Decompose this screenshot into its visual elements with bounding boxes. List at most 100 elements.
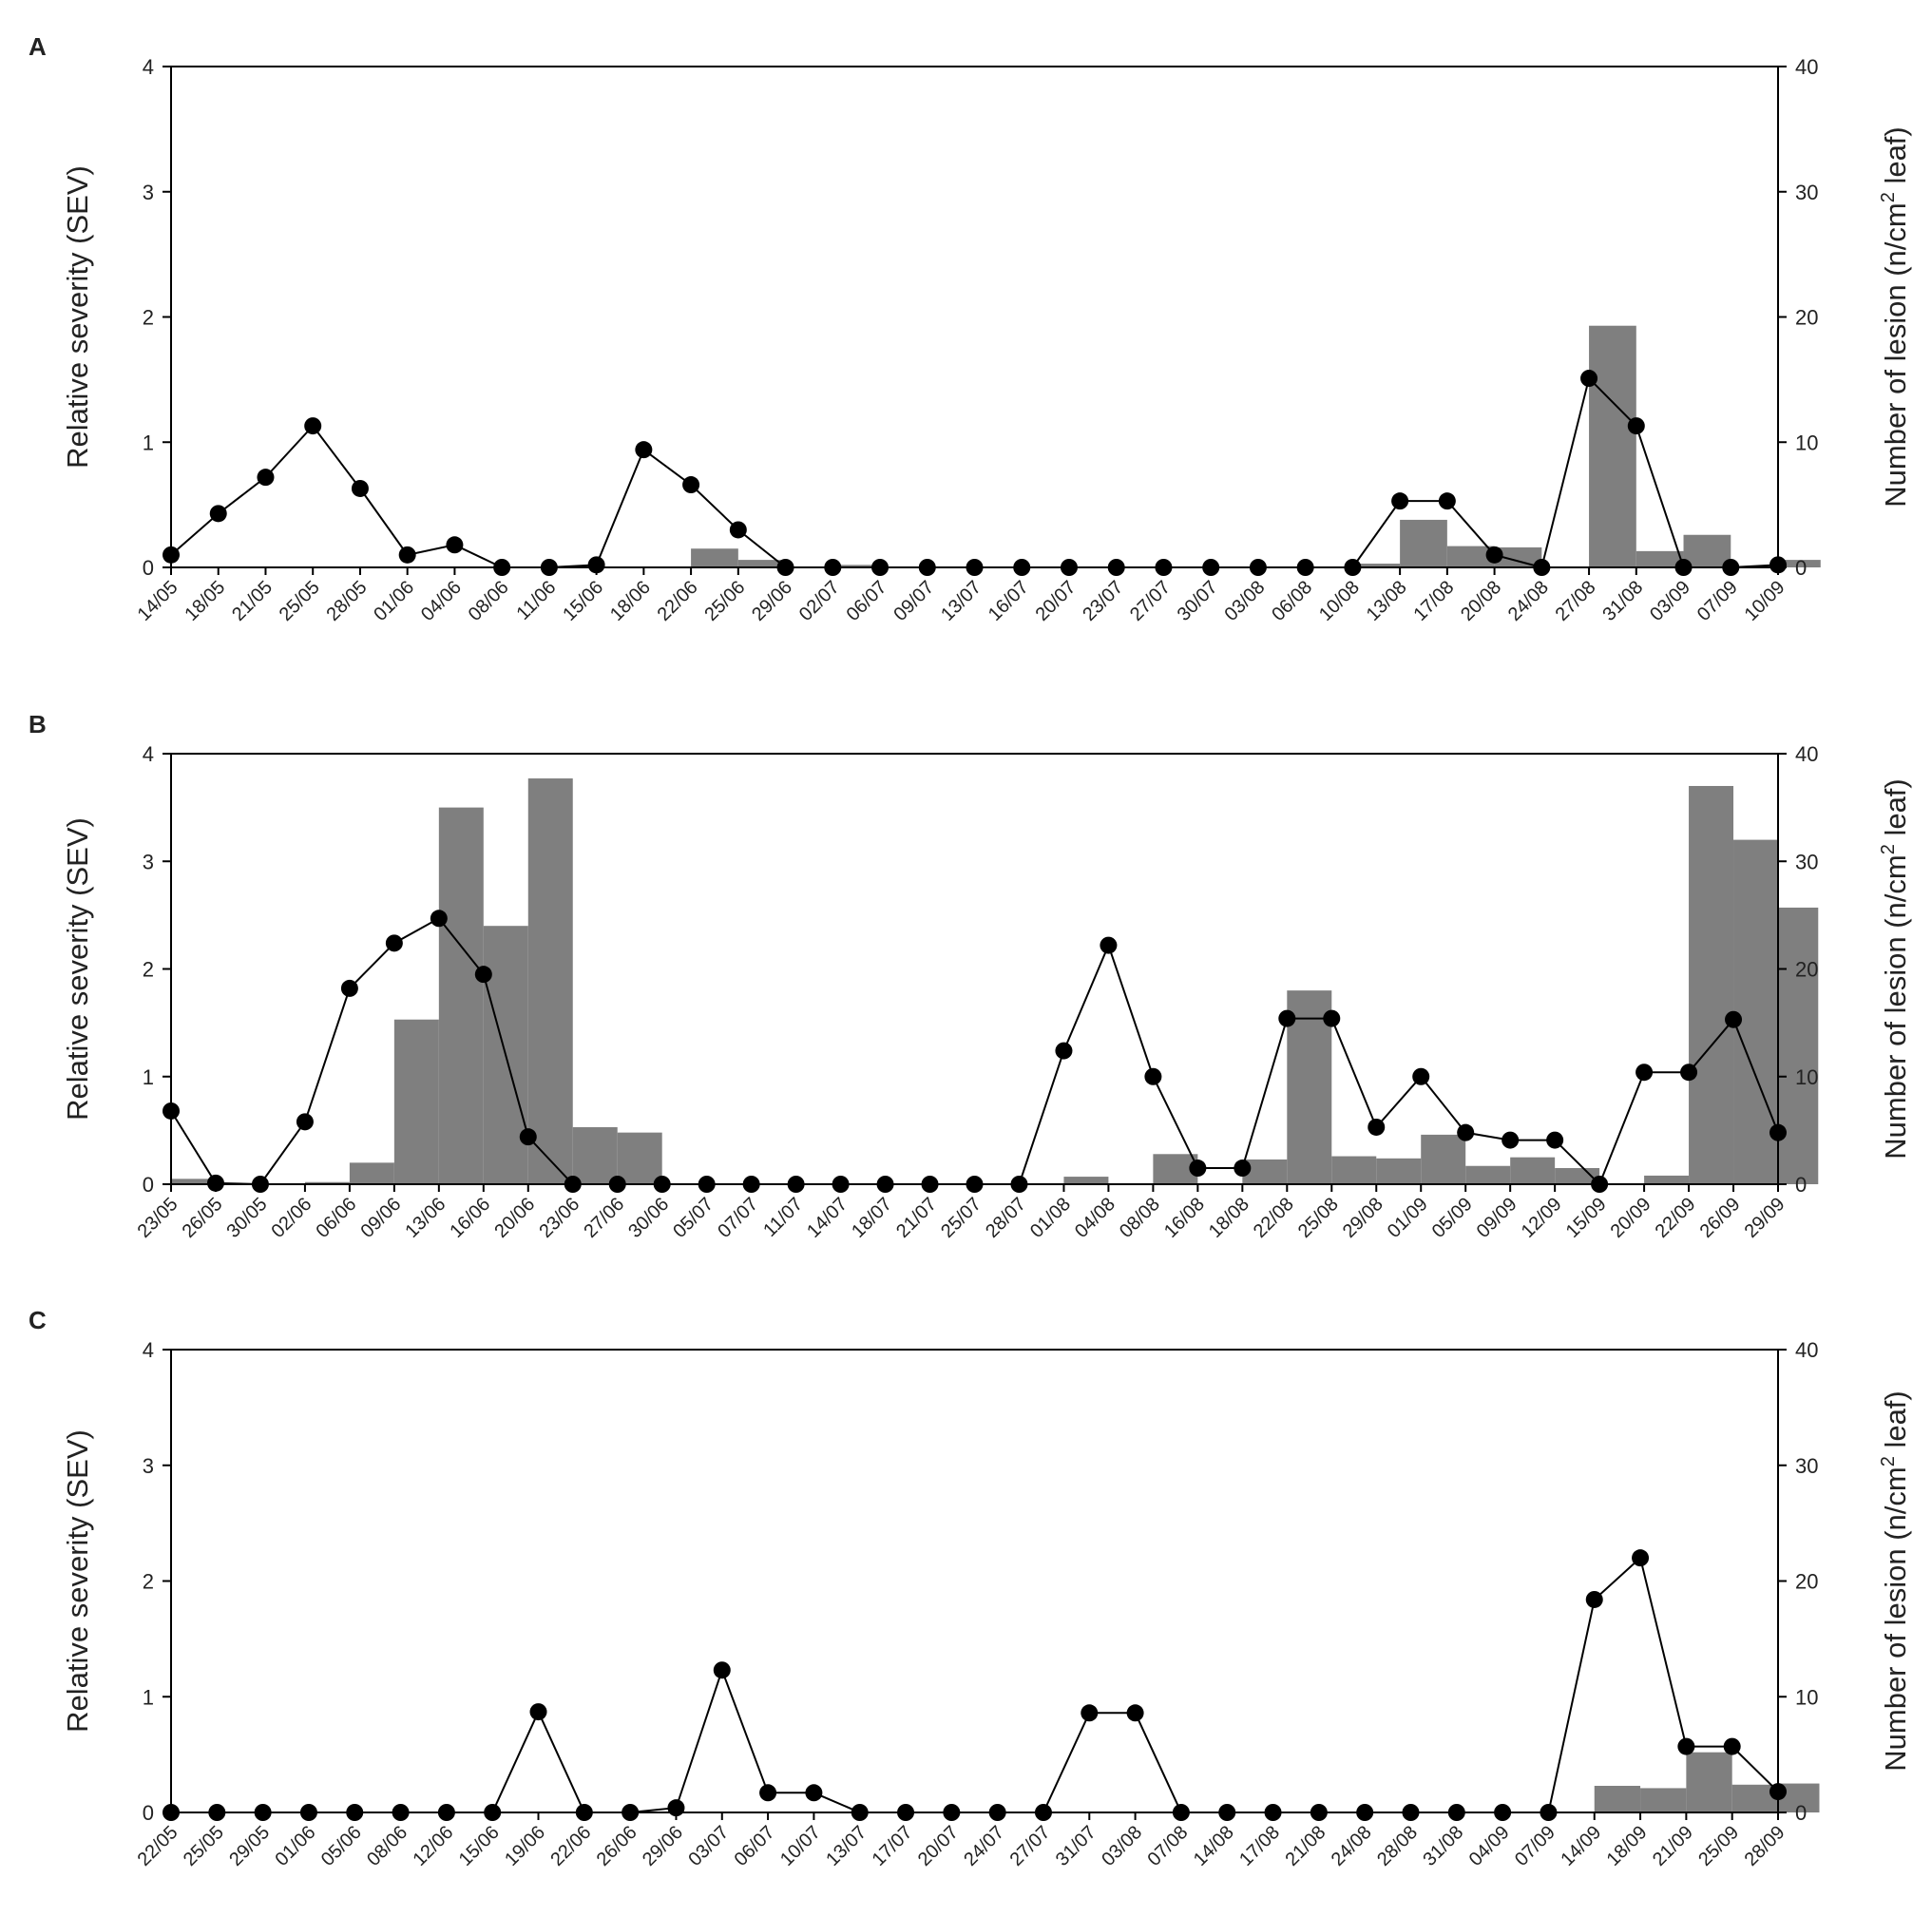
lesion-bar	[832, 565, 881, 567]
severity-point	[805, 1784, 823, 1802]
x-tick-label: 06/08	[1268, 577, 1316, 625]
severity-point	[682, 476, 700, 494]
severity-point	[1189, 1160, 1207, 1178]
x-tick-label: 29/09	[1741, 1194, 1789, 1242]
severity-point	[296, 1113, 314, 1131]
x-tick-label: 28/09	[1741, 1822, 1789, 1870]
severity-point	[1391, 492, 1409, 510]
panel-a: A0123401020304014/0518/0521/0525/0528/05…	[29, 32, 1912, 625]
x-tick-label: 14/08	[1190, 1822, 1238, 1870]
x-tick-label: 28/05	[323, 577, 372, 625]
x-tick-label: 01/06	[272, 1822, 320, 1870]
x-tick-label: 20/07	[1032, 577, 1081, 625]
x-tick-label: 15/06	[455, 1822, 504, 1870]
x-tick-label: 04/08	[1071, 1194, 1119, 1242]
left-tick-label: 1	[143, 1685, 154, 1709]
right-tick-label: 40	[1795, 55, 1818, 79]
severity-point	[206, 1174, 224, 1192]
x-tick-label: 12/09	[1518, 1194, 1566, 1242]
panel-letter: B	[29, 710, 47, 738]
lesion-bar	[1494, 546, 1542, 567]
x-tick-label: 14/05	[134, 577, 182, 625]
x-tick-label: 30/07	[1174, 577, 1222, 625]
right-tick-label: 0	[1795, 1173, 1807, 1197]
x-tick-label: 24/07	[960, 1822, 1008, 1870]
left-tick-label: 4	[143, 1338, 154, 1362]
x-tick-label: 12/06	[409, 1822, 457, 1870]
right-tick-label: 30	[1795, 850, 1818, 873]
x-tick-label: 03/09	[1646, 577, 1694, 625]
x-tick-label: 05/07	[669, 1194, 717, 1242]
x-tick-label: 31/07	[1052, 1822, 1100, 1870]
x-tick-label: 18/08	[1205, 1194, 1253, 1242]
lesion-bar	[393, 1019, 439, 1184]
x-tick-label: 30/06	[624, 1194, 673, 1242]
lesion-bar	[572, 1126, 618, 1184]
severity-point	[1725, 1010, 1743, 1028]
left-tick-label: 4	[143, 55, 154, 79]
x-tick-label: 26/06	[593, 1822, 641, 1870]
x-tick-label: 23/07	[1079, 577, 1127, 625]
severity-point	[1055, 1042, 1073, 1060]
left-tick-label: 1	[143, 1065, 154, 1089]
x-tick-label: 04/06	[417, 577, 466, 625]
x-tick-label: 22/08	[1250, 1194, 1298, 1242]
left-axis-title: Relative severity (SEV)	[61, 817, 94, 1121]
x-tick-label: 18/07	[848, 1194, 896, 1242]
left-tick-label: 0	[143, 1173, 154, 1197]
x-tick-label: 05/06	[317, 1822, 366, 1870]
x-tick-label: 18/06	[606, 577, 655, 625]
x-tick-label: 21/05	[228, 577, 277, 625]
x-tick-label: 13/08	[1363, 577, 1411, 625]
x-tick-label: 03/07	[684, 1822, 733, 1870]
right-tick-label: 20	[1795, 1570, 1818, 1594]
lesion-bar	[1733, 839, 1778, 1184]
right-tick-label: 40	[1795, 1338, 1818, 1362]
left-tick-label: 3	[143, 1454, 154, 1478]
x-tick-label: 20/09	[1607, 1194, 1655, 1242]
x-tick-label: 28/08	[1373, 1822, 1422, 1870]
lesion-bar	[171, 1179, 216, 1184]
x-tick-label: 17/08	[1409, 577, 1458, 625]
lesion-bar	[1465, 1165, 1511, 1184]
x-tick-label: 16/08	[1160, 1194, 1209, 1242]
lesion-bar	[304, 1181, 350, 1184]
x-tick-label: 08/06	[363, 1822, 411, 1870]
x-tick-label: 19/06	[501, 1822, 549, 1870]
lesion-bar	[1376, 1158, 1422, 1184]
x-tick-label: 23/05	[134, 1194, 182, 1242]
right-axis-title: Number of lesion (n/cm2 leaf)	[1878, 1390, 1912, 1772]
x-tick-label: 07/08	[1143, 1822, 1192, 1870]
panel-c: C0123401020304022/0525/0529/0501/0605/06…	[29, 1306, 1912, 1870]
x-tick-label: 07/09	[1511, 1822, 1559, 1870]
severity-point	[1580, 370, 1598, 388]
right-tick-label: 10	[1795, 1065, 1818, 1089]
x-tick-label: 09/07	[889, 577, 938, 625]
severity-point	[1081, 1704, 1099, 1722]
left-tick-label: 2	[143, 306, 154, 330]
x-tick-label: 20/07	[914, 1822, 963, 1870]
x-tick-label: 13/06	[401, 1194, 450, 1242]
lesion-bar	[1594, 1785, 1641, 1812]
x-tick-label: 10/08	[1315, 577, 1364, 625]
x-tick-label: 01/08	[1026, 1194, 1075, 1242]
x-tick-label: 16/07	[985, 577, 1033, 625]
x-tick-label: 14/09	[1557, 1822, 1605, 1870]
left-tick-label: 2	[143, 1570, 154, 1594]
x-tick-label: 21/09	[1649, 1822, 1697, 1870]
x-tick-label: 13/07	[937, 577, 985, 625]
x-tick-label: 24/08	[1328, 1822, 1376, 1870]
right-tick-label: 20	[1795, 306, 1818, 330]
severity-point	[257, 469, 275, 487]
x-tick-label: 27/06	[580, 1194, 628, 1242]
lesion-bar	[1063, 1177, 1109, 1184]
lesion-bar	[1331, 1156, 1377, 1184]
right-tick-label: 10	[1795, 1685, 1818, 1709]
severity-point	[587, 556, 605, 574]
right-tick-label: 30	[1795, 1454, 1818, 1478]
x-tick-label: 03/08	[1220, 577, 1269, 625]
x-tick-label: 29/06	[748, 577, 796, 625]
left-tick-label: 1	[143, 431, 154, 454]
severity-point	[1636, 1064, 1654, 1082]
